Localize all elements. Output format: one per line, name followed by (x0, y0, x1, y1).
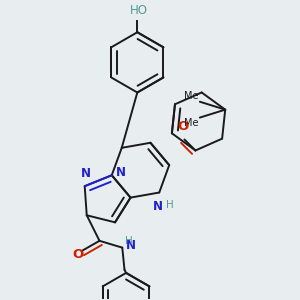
Text: O: O (72, 248, 83, 261)
Text: H: H (125, 236, 133, 246)
Text: H: H (166, 200, 173, 211)
Text: N: N (153, 200, 163, 214)
Text: Me: Me (184, 118, 198, 128)
Text: O: O (177, 119, 188, 133)
Text: N: N (125, 238, 136, 252)
Text: N: N (81, 167, 91, 181)
Text: N: N (116, 166, 126, 178)
Text: Me: Me (184, 91, 198, 101)
Text: HO: HO (130, 4, 148, 17)
